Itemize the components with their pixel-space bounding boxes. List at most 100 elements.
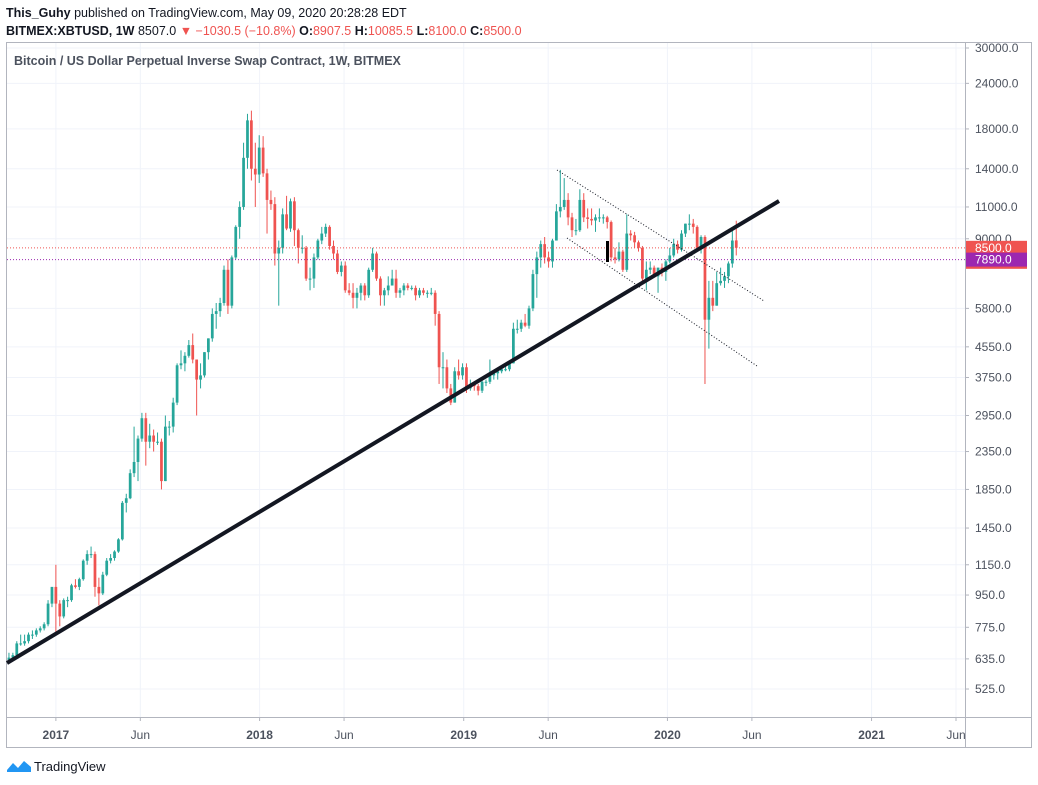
drawings [5, 169, 781, 665]
candle-body [62, 600, 66, 617]
marker-bar [606, 241, 609, 262]
price-label: 8500.0 [975, 241, 1012, 255]
symbol: BITMEX:XBTUSD, 1W [6, 24, 135, 38]
candle-body [402, 285, 406, 291]
candle-body [637, 242, 640, 248]
candle-body [422, 290, 425, 293]
candle-body [38, 628, 42, 631]
candle-body [453, 371, 457, 403]
candle-body [375, 253, 378, 279]
last-price: 8507.0 [137, 24, 177, 38]
y-tick-label: 4550.0 [975, 340, 1012, 354]
candle-body [324, 226, 328, 234]
candle-body [132, 461, 136, 474]
candle-body [719, 280, 722, 284]
candle-body [81, 560, 85, 580]
candle-body [441, 367, 445, 369]
candle-body [269, 199, 273, 205]
candle-body [515, 328, 519, 330]
candle-body [163, 426, 167, 482]
candle-body [617, 251, 621, 260]
candle-body [492, 373, 496, 376]
candle-body [555, 211, 558, 241]
candle-body [250, 120, 253, 169]
candle-body [684, 223, 687, 234]
candle-body [281, 214, 285, 248]
candle-body [238, 206, 242, 227]
header-line-2: BITMEX:XBTUSD, 1W 8507.0 ▼ −1030.5 (−10.… [6, 22, 522, 40]
candle-body [558, 206, 562, 212]
candle-body [289, 201, 292, 229]
candle-body [394, 278, 398, 293]
candle-body [113, 551, 116, 559]
candle-body [601, 217, 605, 219]
candle-body [578, 199, 582, 231]
trend-line [5, 199, 781, 665]
x-tick-label: Jun [742, 728, 761, 742]
candle-body [723, 276, 726, 281]
candle-body [339, 265, 343, 272]
y-tick-label: 635.0 [975, 652, 1005, 666]
y-tick-label: 30000.0 [975, 41, 1019, 55]
y-tick-label: 5800.0 [975, 301, 1012, 315]
candle-body [74, 585, 77, 587]
candle-body [15, 643, 19, 656]
x-tick-label: 2021 [858, 728, 885, 742]
candle-body [582, 199, 586, 218]
candle-body [218, 303, 222, 312]
ohlc-value: 8500.0 [483, 24, 522, 38]
candle-body [226, 269, 230, 306]
candle-body [183, 355, 187, 364]
ohlc-key: C: [470, 24, 484, 38]
candle-body [242, 157, 245, 207]
y-tick-label: 775.0 [975, 620, 1005, 634]
candle-body [148, 435, 152, 442]
candle-body [609, 222, 613, 258]
candle-body [109, 558, 112, 561]
candle-body [508, 363, 511, 370]
candle-body [265, 173, 269, 200]
y-tick-label: 1450.0 [975, 521, 1012, 535]
candle-body [484, 381, 488, 383]
candle-body [203, 352, 206, 376]
candle-body [648, 267, 652, 270]
candle-body [50, 586, 54, 604]
candle-body [97, 586, 101, 594]
candle-body [539, 244, 543, 258]
candle-body [504, 369, 507, 371]
candle-body [386, 285, 390, 291]
candle-body [547, 257, 550, 262]
x-tick-label: Jun [946, 728, 965, 742]
publisher: This_Guhy [6, 6, 71, 20]
candle-body [390, 278, 394, 286]
x-tick-label: 2020 [654, 728, 681, 742]
candle-body [77, 579, 81, 587]
y-tick-label: 950.0 [975, 588, 1005, 602]
x-tick-label: Jun [131, 728, 150, 742]
ohlc-key: H: [354, 24, 368, 38]
y-tick-label: 2950.0 [975, 409, 1012, 423]
x-tick-label: 2017 [43, 728, 70, 742]
candle-body [668, 255, 672, 262]
candle-body [523, 322, 527, 326]
candle-body [429, 292, 433, 294]
candle-body [46, 603, 50, 625]
candle-body [551, 240, 554, 262]
candle-body [707, 297, 711, 320]
candle-body [34, 630, 38, 635]
candle-body [54, 586, 58, 604]
ohlc-key: L: [416, 24, 429, 38]
candle-body [367, 269, 371, 296]
candle-body [207, 338, 210, 353]
candle-body [480, 381, 484, 391]
candle-body [195, 359, 199, 380]
x-tick-label: Jun [538, 728, 557, 742]
candle-body [476, 386, 480, 391]
candle-body [398, 290, 402, 293]
ohlc-key: O: [299, 24, 313, 38]
price-label-box [966, 240, 1027, 255]
change: ▼ −1030.5 (−10.8%) [179, 24, 296, 38]
candle-body [31, 634, 34, 636]
candle-body [19, 643, 23, 645]
